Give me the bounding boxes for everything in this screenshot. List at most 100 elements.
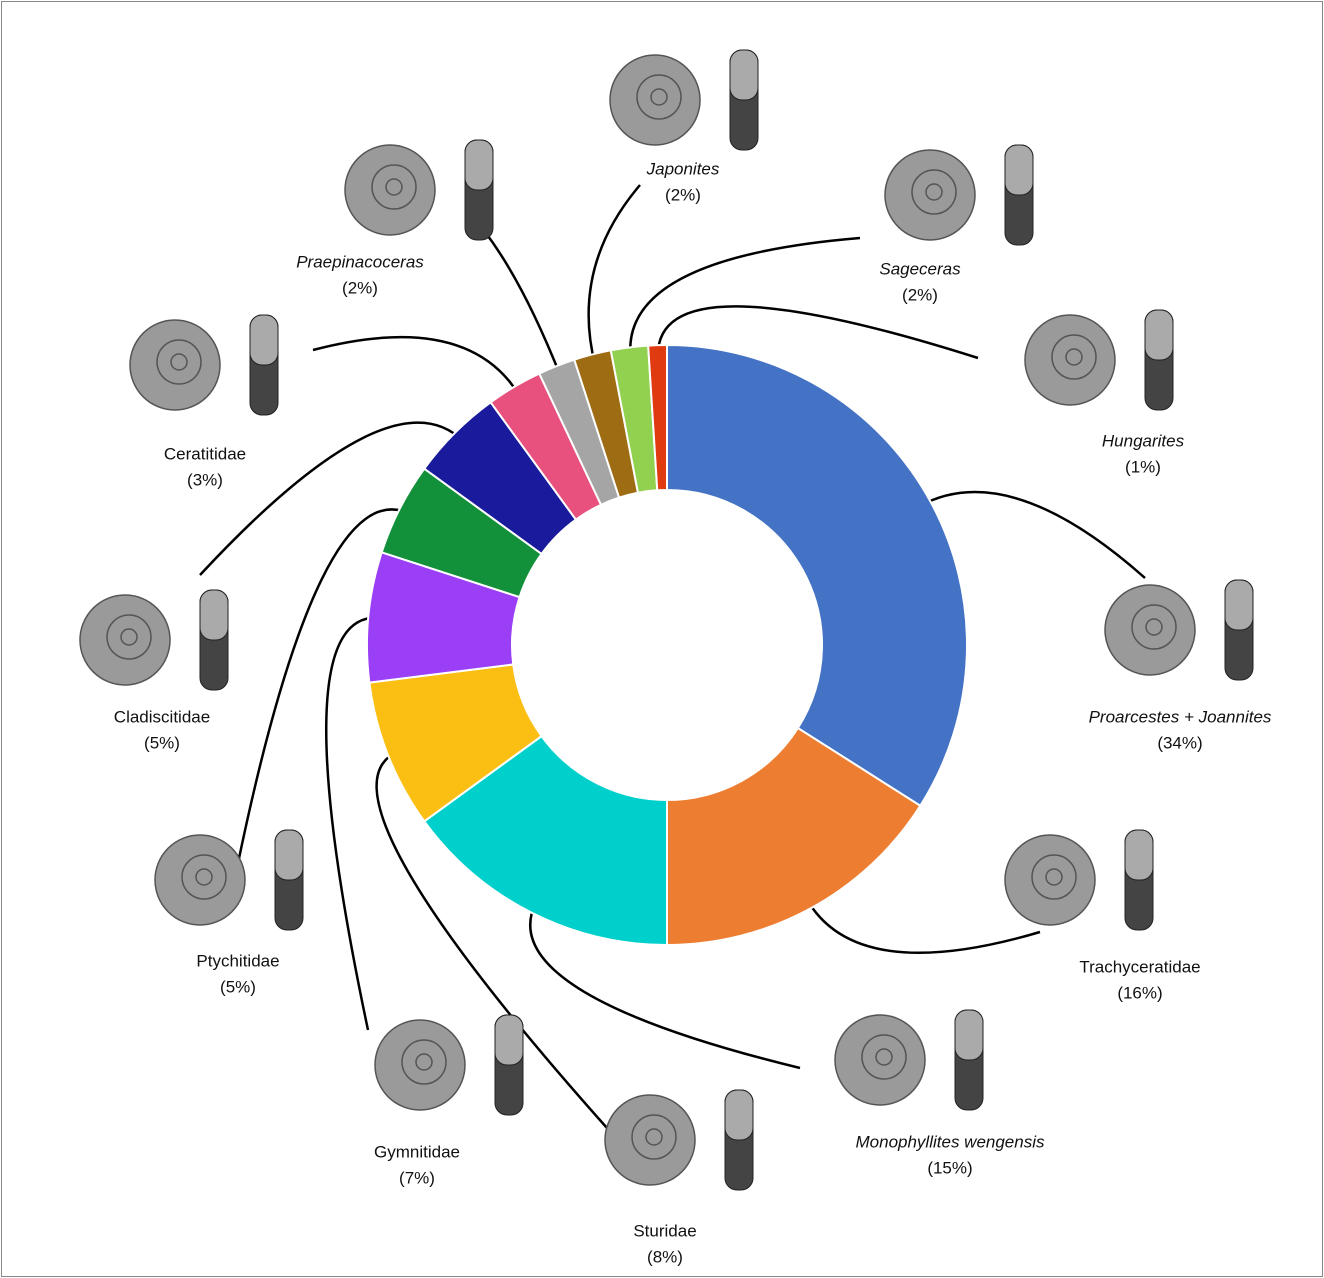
shell-whorl — [371, 164, 417, 210]
donut-slice — [647, 343, 668, 492]
shell-whorl — [861, 1034, 907, 1080]
leader-line — [629, 236, 861, 360]
shell-whorl — [636, 74, 682, 120]
shell — [1104, 584, 1196, 676]
shell-side-top — [1004, 144, 1034, 196]
leader-line — [529, 901, 801, 1070]
shell — [1024, 314, 1116, 406]
leader-line — [587, 184, 641, 367]
slice-value-label: (34%) — [1157, 733, 1202, 752]
shell — [609, 54, 701, 146]
shell-whorl — [911, 169, 957, 215]
shell — [604, 1094, 696, 1186]
slice-label: Japonites — [646, 159, 720, 178]
slice-value-label: (7%) — [399, 1168, 435, 1187]
ammonite-icon — [834, 1009, 984, 1111]
shell-whorl — [156, 339, 202, 385]
shell-side-top — [199, 589, 229, 641]
slice-value-label: (16%) — [1117, 983, 1162, 1002]
leader-line — [484, 231, 563, 378]
leader-line — [199, 421, 465, 576]
slice-value-label: (2%) — [665, 185, 701, 204]
shell — [79, 594, 171, 686]
leader-line — [235, 508, 411, 869]
leader-line — [375, 749, 608, 1129]
shell-whorl — [1031, 854, 1077, 900]
shell — [834, 1014, 926, 1106]
ammonite-icon — [129, 314, 279, 416]
donut-slice — [422, 734, 668, 947]
shell-whorl — [385, 178, 403, 196]
slice-label: Trachyceratidae — [1079, 957, 1200, 976]
slice-label: Cladiscitidae — [114, 707, 210, 726]
slice-value-label: (2%) — [902, 285, 938, 304]
shell — [129, 319, 221, 411]
shell-whorl — [1051, 334, 1097, 380]
slice-value-label: (1%) — [1125, 457, 1161, 476]
shell-whorl — [925, 183, 943, 201]
ammonite-icon — [374, 1014, 524, 1116]
slice-value-label: (15%) — [927, 1158, 972, 1177]
slice-label: Sageceras — [879, 259, 961, 278]
ammonite-icon — [1104, 579, 1254, 681]
leader-line — [325, 616, 381, 1031]
slice-label: Ceratitidae — [164, 444, 246, 463]
shell-whorl — [645, 1128, 663, 1146]
donut-slice — [666, 343, 968, 808]
slice-value-label: (2%) — [342, 278, 378, 297]
donut-slice — [666, 726, 922, 947]
ammonite-icon — [154, 829, 304, 931]
leader-line — [312, 335, 522, 398]
shell-side-top — [494, 1014, 524, 1066]
shell-whorl — [120, 628, 138, 646]
slice-label: Hungarites — [1102, 431, 1185, 450]
shell-whorl — [415, 1053, 433, 1071]
ammonite-icon — [344, 139, 494, 241]
shell-whorl — [1045, 868, 1063, 886]
shell-whorl — [631, 1114, 677, 1160]
shell-side-top — [464, 139, 494, 191]
slice-label: Praepinacoceras — [296, 252, 424, 271]
slice-label: Ptychitidae — [196, 951, 279, 970]
shell-side-top — [954, 1009, 984, 1061]
shell — [154, 834, 246, 926]
leader-lines — [199, 184, 1146, 1129]
shell-whorl — [195, 868, 213, 886]
shell-side-top — [1124, 829, 1154, 881]
shell-side-top — [729, 49, 759, 101]
slice-label: Monophyllites wengensis — [856, 1132, 1045, 1151]
shell — [374, 1019, 466, 1111]
ammonite-icon — [79, 589, 229, 691]
shell — [884, 149, 976, 241]
shell-whorl — [106, 614, 152, 660]
ammonite-icon — [604, 1089, 754, 1191]
slice-value-label: (3%) — [187, 470, 223, 489]
ammonite-icon — [884, 144, 1034, 246]
ammonite-icon — [609, 49, 759, 151]
shell-whorl — [875, 1048, 893, 1066]
slice-label: Sturidae — [633, 1221, 696, 1240]
slice-value-label: (5%) — [220, 977, 256, 996]
shell — [344, 144, 436, 236]
shell-side-top — [274, 829, 304, 881]
leader-line — [918, 490, 1146, 579]
shell-whorl — [401, 1039, 447, 1085]
shell-side-top — [249, 314, 279, 366]
shell-whorl — [1131, 604, 1177, 650]
shell-side-top — [724, 1089, 754, 1141]
slice-value-label: (5%) — [144, 733, 180, 752]
ammonite-icon — [1004, 829, 1154, 931]
shell-side-top — [1144, 309, 1174, 361]
shell — [1004, 834, 1096, 926]
shell-whorl — [181, 854, 227, 900]
shell-whorl — [1065, 348, 1083, 366]
leader-line — [804, 896, 1041, 954]
shell-side-top — [1224, 579, 1254, 631]
shell-whorl — [650, 88, 668, 106]
ammonite-icon — [1024, 309, 1174, 411]
leader-line — [656, 305, 979, 360]
shell-whorl — [170, 353, 188, 371]
shell-whorl — [1145, 618, 1163, 636]
